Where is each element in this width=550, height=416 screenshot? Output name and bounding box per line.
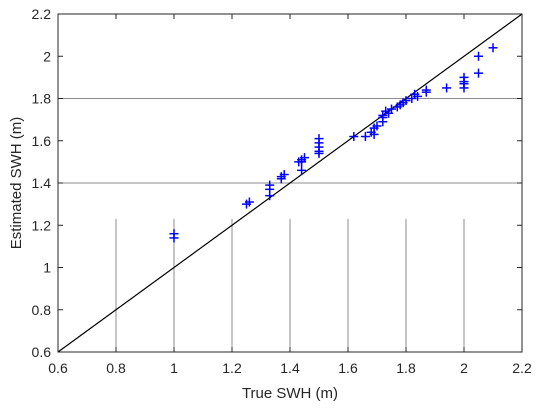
data-point [488, 43, 498, 53]
points-layer [169, 43, 498, 243]
data-point [372, 121, 382, 131]
axes-layer [57, 13, 523, 353]
data-point [360, 132, 370, 142]
data-point [474, 51, 483, 61]
reference-line-layer [57, 13, 523, 353]
data-point [387, 104, 396, 114]
data-point [442, 83, 452, 93]
grid-layer [58, 98, 522, 352]
data-point [265, 180, 275, 190]
x-tick-label: 1.2 [222, 360, 242, 376]
y-tick-label: 2.2 [32, 6, 52, 22]
data-point [314, 134, 324, 144]
data-point [244, 197, 254, 207]
x-tick-label: 2 [460, 360, 468, 376]
x-tick-label: 2.2 [512, 360, 532, 376]
x-tick-label: 0.6 [48, 360, 68, 376]
y-tick-label: 1.8 [32, 91, 52, 107]
x-tick-label: 1 [170, 360, 178, 376]
x-tick-label: 1.8 [396, 360, 416, 376]
data-point [401, 96, 411, 106]
data-point [300, 153, 309, 163]
y-tick-label: 2 [43, 48, 51, 64]
y-tick-label: 1.4 [32, 175, 52, 191]
y-tick-label: 1.2 [32, 217, 52, 233]
data-point [421, 85, 431, 95]
data-point [459, 72, 469, 82]
y-tick-label: 0.8 [32, 302, 52, 318]
data-point [474, 68, 483, 78]
x-tick-label: 1.4 [280, 360, 300, 376]
data-point [413, 91, 423, 101]
data-point [294, 157, 304, 167]
y-tick-label: 0.6 [32, 344, 52, 360]
x-tick-label: 0.8 [106, 360, 126, 376]
tick-labels-layer: 0.6 0.8 1 1.2 1.4 1.6 1.8 2 2.2 0.6 0.8 1 1.2 1.4 1.6 1… [32, 6, 532, 376]
data-point [279, 170, 289, 180]
y-tick-label: 1.6 [32, 133, 52, 149]
data-point [169, 229, 179, 239]
reference-line [57, 13, 523, 353]
data-point [349, 132, 359, 142]
y-axis-label: Estimated SWH (m) [8, 117, 25, 250]
x-axis-label: True SWH (m) [242, 385, 338, 402]
data-point [297, 165, 307, 175]
x-tick-label: 1.6 [338, 360, 358, 376]
y-tick-label: 1 [43, 260, 51, 276]
